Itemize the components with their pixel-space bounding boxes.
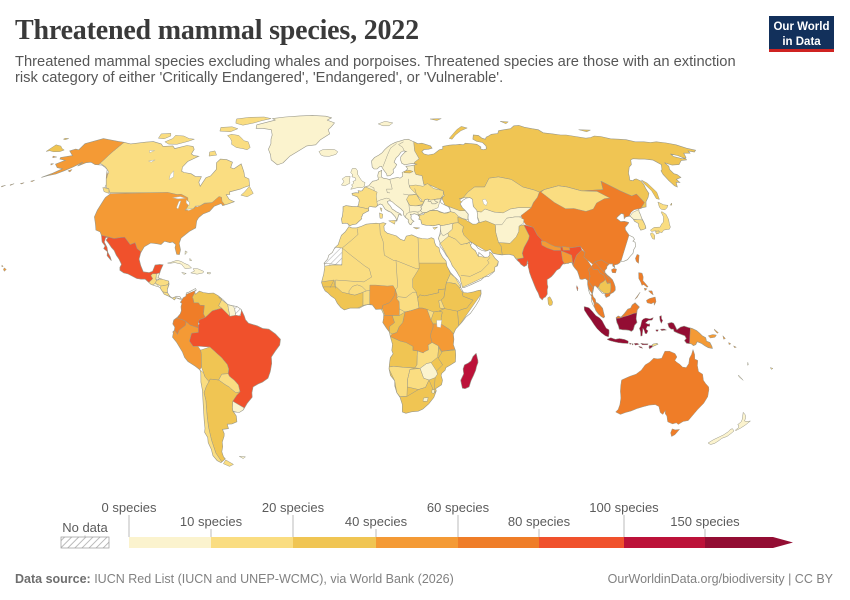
svg-text:80 species: 80 species (508, 514, 571, 529)
svg-text:20 species: 20 species (262, 500, 325, 515)
svg-text:60 species: 60 species (427, 500, 490, 515)
svg-text:No data: No data (62, 520, 108, 535)
svg-text:100 species: 100 species (589, 500, 659, 515)
svg-text:0 species: 0 species (102, 500, 157, 515)
svg-text:10 species: 10 species (180, 514, 243, 529)
svg-text:40 species: 40 species (345, 514, 408, 529)
svg-text:150 species: 150 species (670, 514, 740, 529)
